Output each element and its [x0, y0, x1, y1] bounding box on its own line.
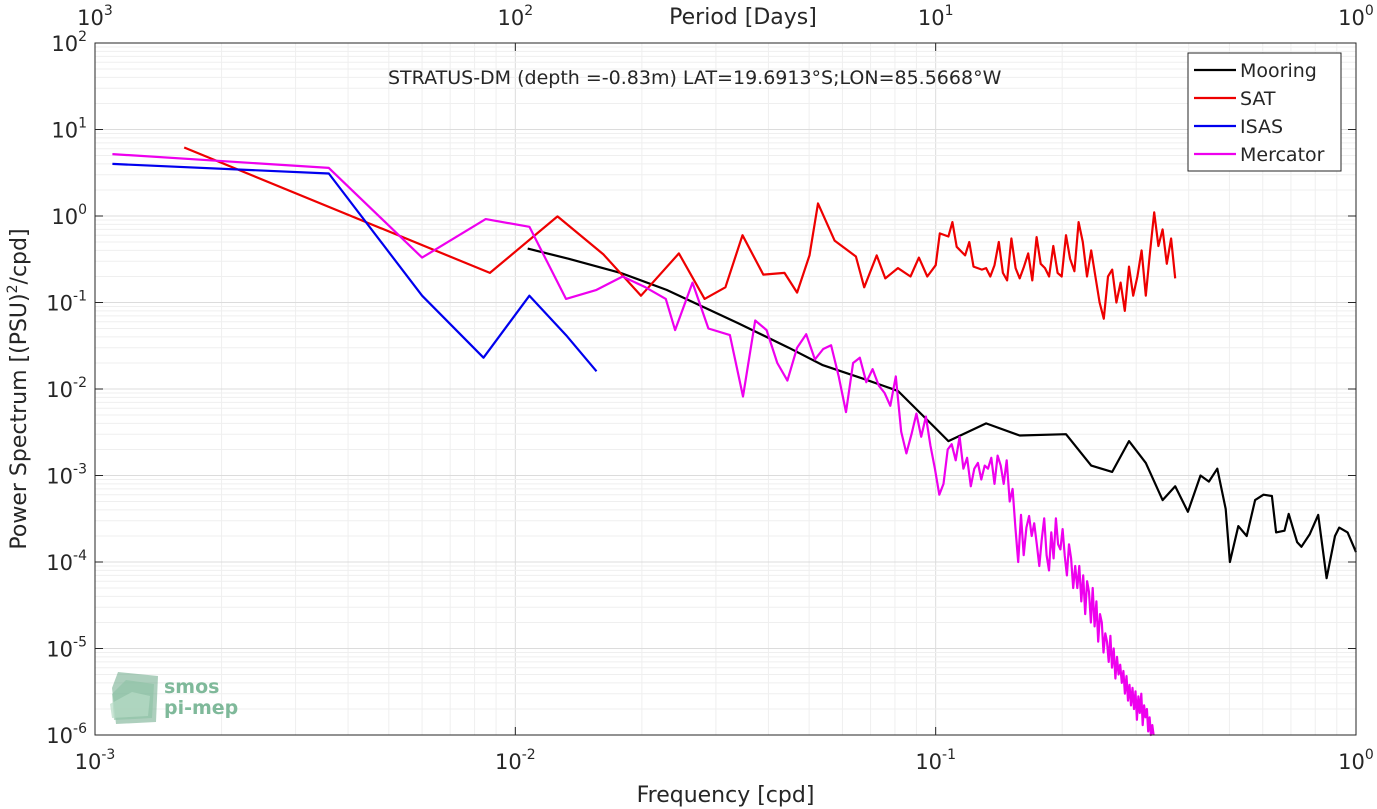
y-tick-label-base: 10 [46, 465, 73, 489]
legend-label-sat: SAT [1240, 88, 1276, 110]
y-axis-title-exponent: 2 [5, 284, 21, 293]
y-tick-label: 10-2 [46, 375, 87, 402]
top-tick-label-exponent: 2 [524, 3, 533, 19]
logo-text-smos: smos [164, 676, 219, 698]
y-tick-label: 10-1 [46, 289, 87, 316]
grid [94, 43, 1356, 736]
legend-box [1187, 52, 1342, 172]
series-layer [112, 146, 1358, 737]
legend-label-isas: ISAS [1240, 116, 1283, 138]
y-axis-title: Power Spectrum [(PSU)2/cpd] [5, 228, 32, 549]
series-line-mooring [527, 247, 1358, 580]
x-tick-label-base: 10 [1338, 750, 1365, 774]
y-tick-label: 102 [51, 29, 87, 56]
x-tick-label-exponent: -3 [101, 747, 115, 763]
x-tick-label: 10-3 [75, 747, 116, 774]
y-axis-title-main: Power Spectrum [(PSU) [7, 293, 32, 549]
y-tick-label-base: 10 [46, 638, 73, 662]
y-tick-label: 10-4 [46, 548, 87, 575]
legend-label-mercator: Mercator [1240, 144, 1325, 166]
top-tick-label-base: 10 [498, 6, 525, 30]
top-tick-label-base: 10 [77, 6, 104, 30]
chart-annotation: STRATUS-DM (depth =-0.83m) LAT=19.6913°S… [388, 67, 1002, 89]
top-tick-label: 102 [498, 3, 534, 30]
y-tick-label: 10-3 [46, 462, 87, 489]
series-line-mercator [112, 153, 1155, 737]
y-tick-label-base: 10 [46, 551, 73, 575]
legend: Mooring SAT ISAS Mercator [1187, 52, 1342, 172]
y-tick-label-base: 10 [51, 32, 78, 56]
y-tick-label-exponent: -2 [73, 375, 87, 391]
y-tick-label: 101 [51, 116, 87, 143]
y-tick-label: 10-6 [46, 721, 87, 748]
legend-label-mooring: Mooring [1240, 60, 1317, 82]
top-tick-label-exponent: 3 [104, 3, 113, 19]
y-tick-label-base: 10 [46, 724, 73, 748]
y-tick-label-base: 10 [46, 378, 73, 402]
y-tick-label: 10-5 [46, 635, 87, 662]
top-tick-label-base: 10 [918, 6, 945, 30]
top-axis-title: Period [Days] [669, 5, 817, 30]
logo-text-pimep: pi-mep [164, 697, 238, 719]
y-axis-title-tail: /cpd] [7, 228, 32, 284]
y-tick-label-base: 10 [46, 292, 73, 316]
y-tick-label-exponent: 1 [78, 116, 87, 132]
x-axis-title: Frequency [cpd] [637, 783, 815, 808]
top-tick-label-exponent: 1 [945, 3, 954, 19]
x-tick-label-exponent: 0 [1365, 747, 1374, 763]
top-tick-label-base: 10 [1338, 6, 1365, 30]
y-tick-label-exponent: -5 [73, 635, 87, 651]
y-tick-label-exponent: -6 [73, 721, 87, 737]
y-tick-label-base: 10 [51, 119, 78, 143]
y-tick-label-exponent: 0 [78, 202, 87, 218]
y-tick-label-base: 10 [51, 205, 78, 229]
top-tick-label: 101 [918, 3, 954, 30]
x-tick-label-base: 10 [495, 750, 522, 774]
x-tick-label-base: 10 [75, 750, 102, 774]
x-tick-label-base: 10 [915, 750, 942, 774]
x-tick-label-exponent: -1 [942, 747, 956, 763]
x-tick-label: 10-2 [495, 747, 536, 774]
y-tick-label-exponent: 2 [78, 29, 87, 45]
logo-mark-icon [110, 672, 158, 724]
series-line-isas [112, 162, 598, 373]
x-tick-label: 10-1 [915, 747, 956, 774]
y-tick-label-exponent: -1 [73, 289, 87, 305]
y-tick-label-exponent: -4 [73, 548, 87, 564]
top-tick-label: 100 [1338, 3, 1374, 30]
y-tick-label-exponent: -3 [73, 462, 87, 478]
x-tick-label-exponent: -2 [522, 747, 536, 763]
y-tick-label: 100 [51, 202, 87, 229]
smos-pimep-logo: smos pi-mep [110, 672, 238, 724]
series-line-sat [183, 146, 1177, 320]
top-tick-label: 103 [77, 3, 113, 30]
x-tick-label: 100 [1338, 747, 1374, 774]
top-tick-label-exponent: 0 [1365, 3, 1374, 19]
